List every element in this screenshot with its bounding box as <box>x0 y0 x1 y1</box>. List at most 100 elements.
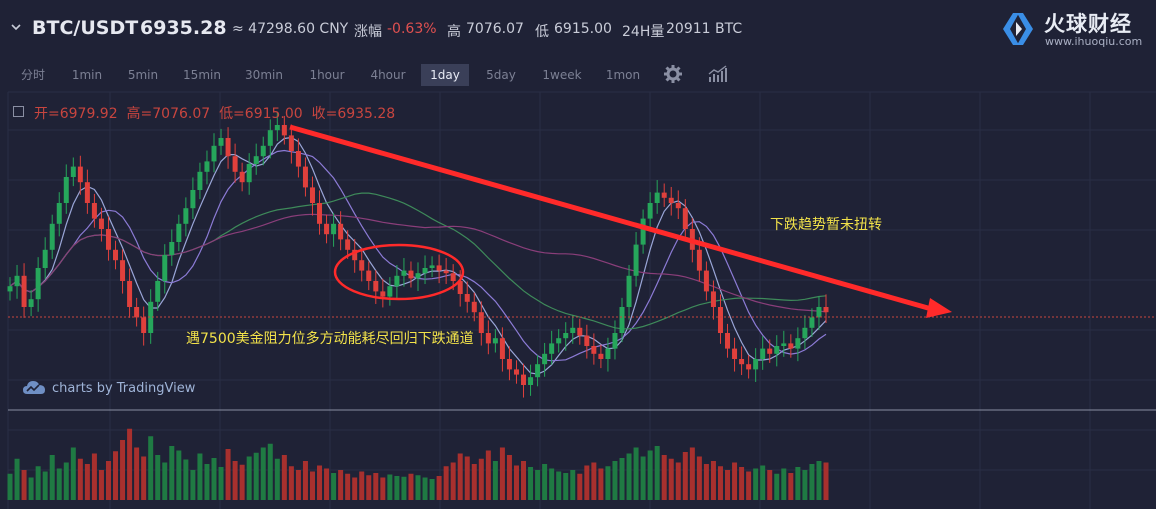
huoqiu-logo-icon <box>1003 13 1033 45</box>
timeframe-1week[interactable]: 1week <box>542 68 582 82</box>
candle-body <box>612 333 618 349</box>
candle-body <box>682 208 688 229</box>
candle-body <box>521 374 527 385</box>
volume-bar <box>640 456 646 500</box>
candle-body <box>70 166 76 177</box>
timeframe-5min[interactable]: 5min <box>127 68 159 82</box>
candle-body <box>619 307 625 333</box>
tradingview-watermark[interactable]: charts by TradingView <box>52 381 196 396</box>
candle-body <box>309 187 315 203</box>
candle-body <box>605 348 611 359</box>
candle-body <box>823 307 829 313</box>
candle-body <box>725 333 731 349</box>
timeframe-5day[interactable]: 5day <box>486 68 516 82</box>
candle-body <box>380 291 386 297</box>
volume-bar <box>366 475 372 500</box>
candle-body <box>513 369 519 375</box>
timeframe-30min[interactable]: 30min <box>245 68 283 82</box>
candle-body <box>640 218 646 245</box>
timeframe-1day[interactable]: 1day <box>421 64 469 86</box>
volume-bar <box>345 473 351 500</box>
trend-annotation: 下跌趋势暂未扭转 <box>770 217 882 233</box>
candle-body <box>563 333 569 339</box>
volume-bar <box>141 456 147 500</box>
candle-body <box>774 346 780 354</box>
volume-bar <box>394 476 400 500</box>
volume-bar <box>682 452 688 500</box>
high-value: 7076.07 <box>466 21 524 37</box>
candle-body <box>584 335 590 346</box>
timeframe-1min[interactable]: 1min <box>71 68 103 82</box>
candle-body <box>556 338 562 344</box>
candle-body <box>471 301 477 313</box>
candle-body <box>246 164 252 183</box>
candle-body <box>317 203 323 224</box>
volume-bar <box>464 456 470 500</box>
volume-bar <box>816 461 822 500</box>
candle-body <box>77 166 83 183</box>
ohlc-toggle-icon[interactable] <box>13 106 24 117</box>
indicators-icon[interactable] <box>708 65 728 83</box>
candle-body <box>401 270 407 276</box>
candle-body <box>647 203 653 219</box>
candle-body <box>218 138 224 146</box>
candle-body <box>113 249 119 261</box>
volume-bar <box>633 447 639 500</box>
volume-bar <box>485 450 491 500</box>
candle-body <box>436 265 442 271</box>
timeframe-15min[interactable]: 15min <box>183 68 221 82</box>
candle-body <box>141 317 147 333</box>
volume-bar <box>781 468 787 500</box>
candle-body <box>816 307 822 318</box>
volume-bar <box>113 451 119 500</box>
candle-body <box>302 166 308 188</box>
volume-bar <box>499 447 505 500</box>
volume-bar <box>457 453 463 500</box>
timeframe-分时[interactable]: 分时 <box>20 68 45 82</box>
timeframe-1mon[interactable]: 1mon <box>605 68 641 82</box>
candle-body <box>295 151 301 167</box>
candle-body <box>35 268 41 300</box>
volume-bar <box>528 467 534 500</box>
pair-symbol[interactable]: BTC/USDT <box>32 17 139 39</box>
candle-body <box>232 156 238 172</box>
candle-body <box>7 286 13 292</box>
candle-body <box>211 145 217 162</box>
volume-bar <box>521 461 527 500</box>
candle-body <box>795 338 801 349</box>
timeframe-1hour[interactable]: 1hour <box>309 68 345 82</box>
moving-average-60 <box>9 213 827 313</box>
volume-bar <box>696 456 702 500</box>
candle-body <box>28 299 34 307</box>
chevron-down-icon[interactable] <box>11 22 21 32</box>
candle-body <box>260 145 266 157</box>
gear-icon[interactable] <box>663 64 683 84</box>
volume-bar <box>197 453 203 500</box>
volume-bar <box>703 464 709 500</box>
volume-bar <box>42 471 48 500</box>
candle-body <box>324 223 330 235</box>
candle-body <box>190 190 196 209</box>
candle-body <box>675 203 681 209</box>
candle-body <box>732 348 738 359</box>
candle-body <box>802 327 808 339</box>
candle-body <box>717 307 723 333</box>
candle-body <box>626 275 632 307</box>
volume-bar <box>14 458 20 500</box>
volume-bar <box>513 465 519 500</box>
candle-body <box>176 223 182 242</box>
candle-body <box>98 218 104 229</box>
volume-bar <box>422 477 428 500</box>
volume-bar <box>218 467 224 500</box>
volume-bar <box>570 470 576 500</box>
timeframe-4hour[interactable]: 4hour <box>370 68 406 82</box>
candle-body <box>366 270 372 281</box>
candlesticks <box>7 112 829 398</box>
candle-body <box>169 242 175 255</box>
volume-bar <box>338 470 344 500</box>
volume-bar <box>598 468 604 500</box>
volume-bar <box>732 462 738 500</box>
volume-bar <box>295 470 301 500</box>
candle-body <box>443 270 449 274</box>
